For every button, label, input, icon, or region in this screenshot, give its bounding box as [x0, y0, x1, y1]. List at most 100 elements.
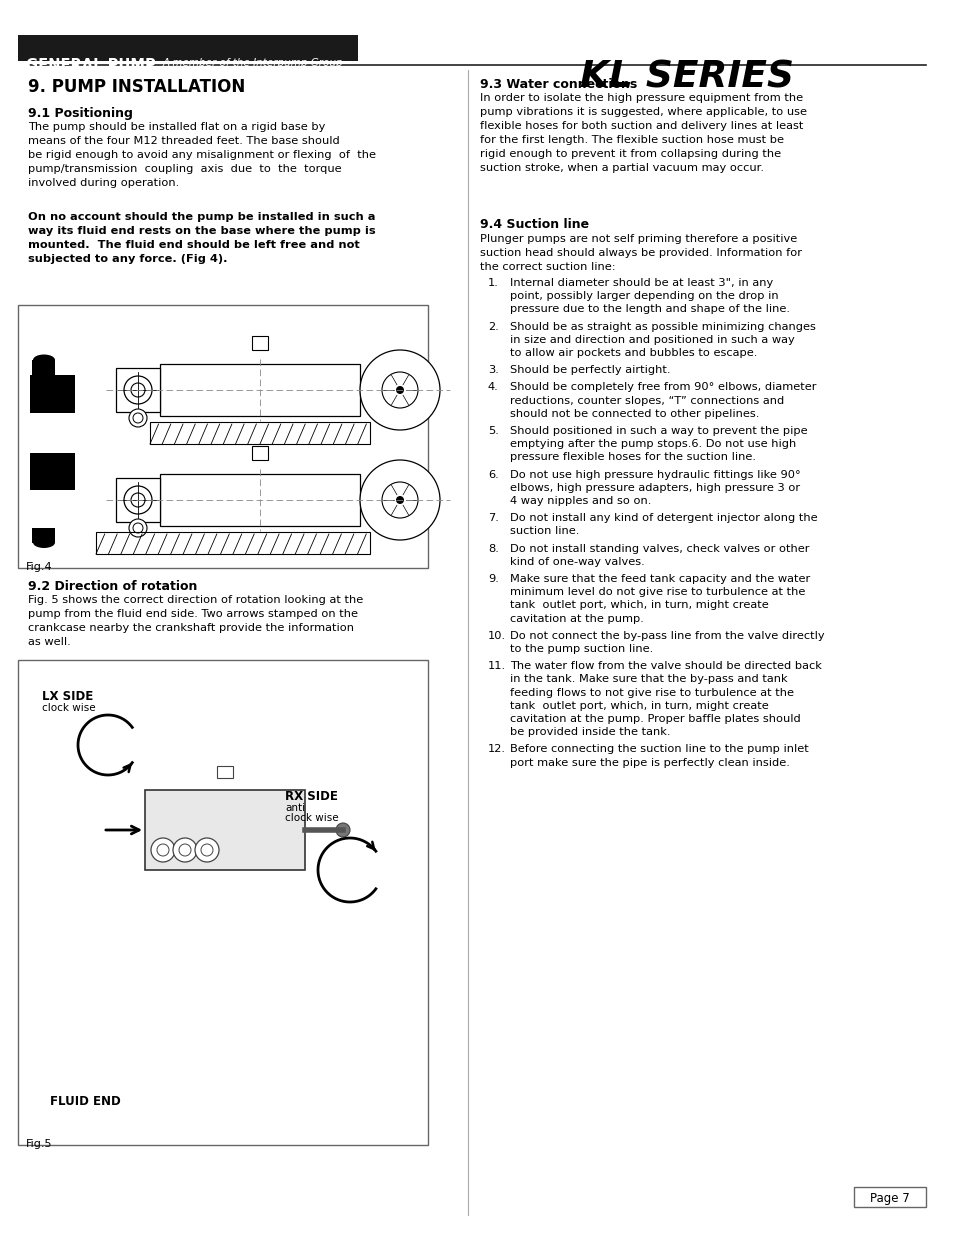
Circle shape [395, 387, 403, 394]
Bar [18, 659, 428, 1145]
Bar [216, 766, 233, 778]
Text: clock wise: clock wise [42, 703, 95, 713]
Text: Plunger pumps are not self priming therefore a positive
suction head should alwa: Plunger pumps are not self priming there… [479, 233, 801, 272]
Text: 10.: 10. [488, 631, 506, 641]
Text: 12.: 12. [488, 745, 505, 755]
Text: elbows, high pressure adapters, high pressure 3 or: elbows, high pressure adapters, high pre… [510, 483, 800, 493]
Circle shape [132, 522, 143, 534]
Text: RX SIDE: RX SIDE [285, 790, 337, 803]
Circle shape [172, 839, 196, 862]
Circle shape [157, 844, 169, 856]
Text: in size and direction and positioned in such a way: in size and direction and positioned in … [510, 335, 794, 345]
Polygon shape [32, 359, 55, 375]
Text: cavitation at the pump. Proper baffle plates should: cavitation at the pump. Proper baffle pl… [510, 714, 800, 724]
Text: cavitation at the pump.: cavitation at the pump. [510, 614, 643, 624]
Circle shape [359, 350, 439, 430]
Text: 5.: 5. [488, 426, 498, 436]
Circle shape [359, 459, 439, 540]
Text: Internal diameter should be at least 3", in any: Internal diameter should be at least 3",… [510, 278, 773, 288]
Text: 9.3 Water connections: 9.3 Water connections [479, 78, 637, 91]
Text: be provided inside the tank.: be provided inside the tank. [510, 727, 670, 737]
Bar [30, 452, 75, 490]
Text: clock wise: clock wise [285, 813, 338, 823]
Bar [252, 446, 268, 459]
Bar [30, 375, 75, 412]
Text: 7.: 7. [488, 514, 498, 524]
Text: 6.: 6. [488, 469, 498, 479]
Text: Fig.4: Fig.4 [26, 562, 52, 572]
Text: FLUID END: FLUID END [50, 1095, 121, 1108]
Text: LX SIDE: LX SIDE [42, 690, 93, 703]
Text: 2.: 2. [488, 321, 498, 332]
Text: Do not use high pressure hydraulic fittings like 90°: Do not use high pressure hydraulic fitti… [510, 469, 800, 479]
Text: Before connecting the suction line to the pump inlet: Before connecting the suction line to th… [510, 745, 808, 755]
Text: The pump should be installed flat on a rigid base by
means of the four M12 threa: The pump should be installed flat on a r… [28, 122, 375, 188]
Text: Fig.5: Fig.5 [26, 1139, 52, 1149]
Text: A member of the Interpump Group: A member of the Interpump Group [163, 58, 343, 68]
Text: pressure due to the length and shape of the line.: pressure due to the length and shape of … [510, 304, 789, 315]
Circle shape [129, 519, 147, 537]
Bar [160, 474, 359, 526]
Text: tank  outlet port, which, in turn, might create: tank outlet port, which, in turn, might … [510, 600, 768, 610]
Text: 8.: 8. [488, 543, 498, 553]
Text: reductions, counter slopes, “T” connections and: reductions, counter slopes, “T” connecti… [510, 395, 783, 405]
Circle shape [124, 375, 152, 404]
Bar [18, 35, 357, 61]
Text: On no account should the pump be installed in such a
way its fluid end rests on : On no account should the pump be install… [28, 212, 375, 264]
Text: to allow air pockets and bubbles to escape.: to allow air pockets and bubbles to esca… [510, 348, 757, 358]
Circle shape [381, 372, 417, 408]
Text: feeding flows to not give rise to turbulence at the: feeding flows to not give rise to turbul… [510, 688, 793, 698]
Circle shape [124, 487, 152, 514]
Text: Should be as straight as possible minimizing changes: Should be as straight as possible minimi… [510, 321, 815, 332]
Text: In order to isolate the high pressure equipment from the
pump vibrations it is s: In order to isolate the high pressure eq… [479, 93, 806, 173]
Text: 9.4 Suction line: 9.4 Suction line [479, 219, 589, 231]
Bar [150, 422, 370, 445]
Bar [145, 790, 305, 869]
Text: 9.1 Positioning: 9.1 Positioning [28, 107, 132, 120]
Circle shape [129, 409, 147, 427]
Text: The water flow from the valve should be directed back: The water flow from the valve should be … [510, 661, 821, 671]
Circle shape [179, 844, 191, 856]
Text: minimum level do not give rise to turbulence at the: minimum level do not give rise to turbul… [510, 587, 804, 598]
Bar [18, 305, 428, 568]
Text: Should be completely free from 90° elbows, diameter: Should be completely free from 90° elbow… [510, 383, 816, 393]
Bar [96, 532, 370, 555]
Text: 4.: 4. [488, 383, 498, 393]
Text: GENERAL PUMP: GENERAL PUMP [26, 58, 155, 73]
Text: 4 way nipples and so on.: 4 way nipples and so on. [510, 496, 651, 506]
Circle shape [395, 496, 403, 504]
Bar [116, 478, 160, 522]
Text: 1.: 1. [488, 278, 498, 288]
Circle shape [201, 844, 213, 856]
Text: Do not install any kind of detergent injector along the: Do not install any kind of detergent inj… [510, 514, 817, 524]
Text: in the tank. Make sure that the by-pass and tank: in the tank. Make sure that the by-pass … [510, 674, 787, 684]
Bar [116, 368, 160, 412]
Circle shape [151, 839, 174, 862]
Text: emptying after the pump stops.6. Do not use high: emptying after the pump stops.6. Do not … [510, 440, 796, 450]
Text: 9. PUMP INSTALLATION: 9. PUMP INSTALLATION [28, 78, 245, 96]
Bar [853, 1187, 925, 1207]
Text: pressure flexible hoses for the suction line.: pressure flexible hoses for the suction … [510, 452, 755, 462]
Text: KL SERIES: KL SERIES [579, 59, 793, 95]
Text: point, possibly larger depending on the drop in: point, possibly larger depending on the … [510, 291, 778, 301]
Polygon shape [32, 527, 55, 542]
Ellipse shape [33, 537, 55, 548]
Text: Page 7: Page 7 [869, 1193, 909, 1205]
Text: port make sure the pipe is perfectly clean inside.: port make sure the pipe is perfectly cle… [510, 757, 789, 768]
Text: Should be perfectly airtight.: Should be perfectly airtight. [510, 366, 670, 375]
Circle shape [381, 482, 417, 517]
Text: should not be connected to other pipelines.: should not be connected to other pipelin… [510, 409, 759, 419]
Text: suction line.: suction line. [510, 526, 578, 536]
Text: 11.: 11. [488, 661, 506, 671]
Text: Fig. 5 shows the correct direction of rotation looking at the
pump from the flui: Fig. 5 shows the correct direction of ro… [28, 595, 363, 647]
Text: Do not connect the by-pass line from the valve directly: Do not connect the by-pass line from the… [510, 631, 823, 641]
Text: tank  outlet port, which, in turn, might create: tank outlet port, which, in turn, might … [510, 700, 768, 711]
Bar [160, 364, 359, 416]
Text: Make sure that the feed tank capacity and the water: Make sure that the feed tank capacity an… [510, 574, 809, 584]
Text: kind of one-way valves.: kind of one-way valves. [510, 557, 644, 567]
Ellipse shape [33, 354, 55, 366]
Text: 9.: 9. [488, 574, 498, 584]
Circle shape [132, 412, 143, 424]
Text: Should positioned in such a way to prevent the pipe: Should positioned in such a way to preve… [510, 426, 807, 436]
Text: anti: anti [285, 803, 305, 813]
